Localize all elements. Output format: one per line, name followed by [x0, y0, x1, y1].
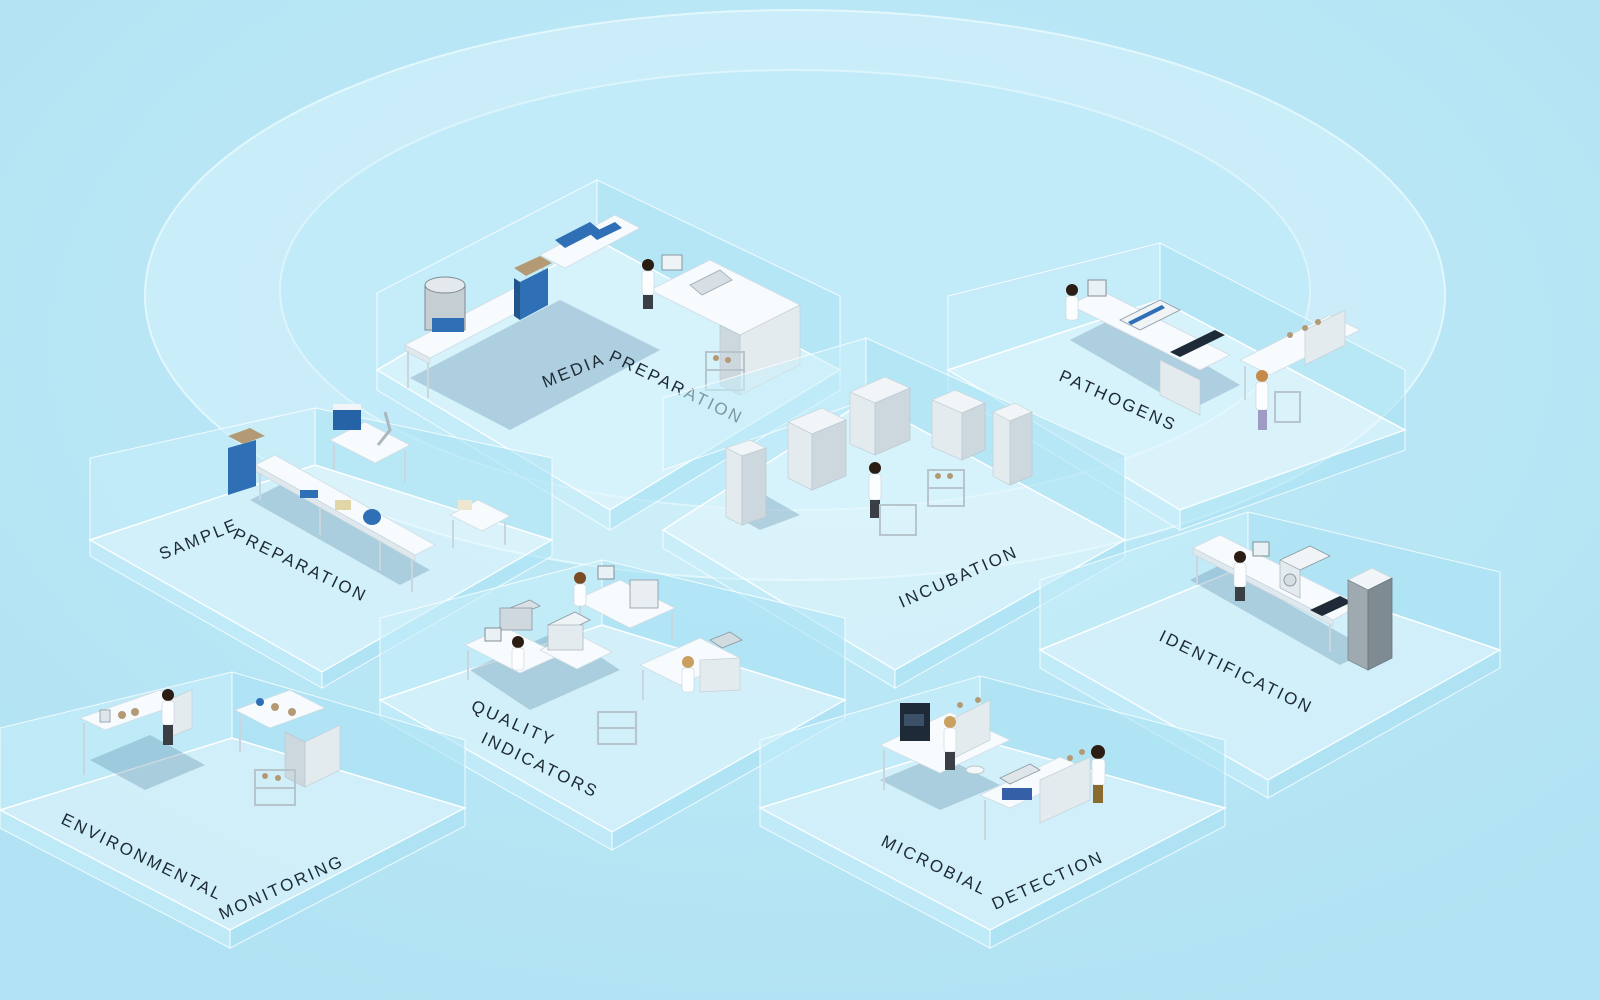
- lab-technician-icon: [1233, 551, 1247, 601]
- zone-microbial-detection[interactable]: MICROBIAL DETECTION: [758, 675, 1228, 949]
- blue-cabinet-icon: [514, 222, 622, 320]
- equipment-icon: [957, 697, 1085, 775]
- lab-technician-icon: [943, 716, 957, 770]
- zone-environmental-monitoring[interactable]: ENVIRONMENTAL MONITORING: [0, 671, 467, 949]
- analyzer-icon: [1279, 545, 1352, 616]
- lab-technician-icon: [1255, 370, 1269, 430]
- rack-icon: [1274, 319, 1321, 423]
- analyzer-icon: [900, 703, 1041, 800]
- monitor-icon: [1252, 541, 1270, 557]
- freezer-icon: [1347, 567, 1393, 671]
- analyzer-icon: [1119, 299, 1225, 357]
- lab-technician-icon: [161, 689, 175, 745]
- monitor-icon: [484, 565, 615, 642]
- equipment-icon: [99, 698, 296, 723]
- zone-quality-indicators[interactable]: QUALITY INDICATORS: [378, 559, 847, 851]
- lab-technician-icon: [1091, 745, 1106, 803]
- incubator-cabinet-icon: [992, 402, 1033, 486]
- incubator-cabinet-icon: [787, 407, 847, 491]
- zone-identification[interactable]: IDENTIFICATION: [1038, 511, 1502, 799]
- lab-cart-icon: [879, 469, 965, 536]
- lab-technician-icon: [511, 636, 525, 671]
- lab-technician-icon: [641, 259, 655, 309]
- blue-cabinet-icon: [228, 404, 392, 495]
- lab-cart-icon: [597, 711, 637, 745]
- analyzer-icon: [499, 579, 743, 651]
- equipment-icon: [300, 490, 472, 525]
- incubator-cabinet-icon: [849, 376, 911, 456]
- monitor-icon: [1087, 279, 1107, 297]
- lab-technician-icon: [1065, 284, 1079, 321]
- incubator-cabinet-icon: [931, 389, 986, 461]
- autoclave-icon: [424, 276, 466, 332]
- lab-technician-icon: [573, 572, 587, 607]
- lab-technician-icon: [868, 462, 882, 518]
- zone-sample-preparation[interactable]: SAMPLE PREPARATION: [88, 404, 554, 689]
- monitor-icon: [661, 254, 733, 296]
- env-bench: [78, 689, 341, 790]
- lab-cart-icon: [254, 769, 296, 806]
- lab-technician-icon: [681, 656, 695, 693]
- incubator-cabinet-icon: [725, 439, 800, 530]
